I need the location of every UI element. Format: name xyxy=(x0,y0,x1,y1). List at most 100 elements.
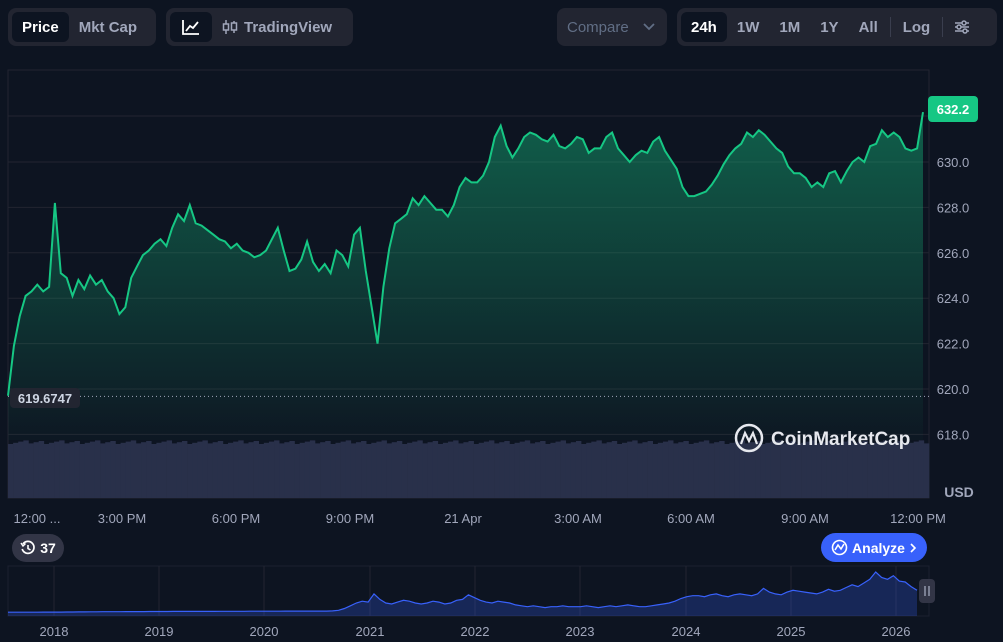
currency-label: USD xyxy=(944,484,974,500)
volume-bar xyxy=(581,444,587,498)
volume-bar xyxy=(8,444,14,498)
range-1y[interactable]: 1Y xyxy=(820,18,839,36)
tradingview-button[interactable]: TradingView xyxy=(212,12,342,42)
divider xyxy=(942,17,944,37)
volume-bar xyxy=(228,442,234,498)
volume-bar xyxy=(488,440,495,498)
volume-bar xyxy=(724,444,730,498)
volume-bar xyxy=(662,441,669,498)
volume-bar xyxy=(616,444,623,498)
volume-bar xyxy=(913,441,920,498)
volume-bar xyxy=(509,444,515,498)
y-tick-label: 624.0 xyxy=(937,291,970,306)
y-tick-label: 630.0 xyxy=(937,155,970,170)
line-chart-button[interactable] xyxy=(170,12,212,42)
volume-bar xyxy=(23,440,29,498)
volume-bar xyxy=(130,440,137,498)
volume-bar xyxy=(294,444,300,498)
volume-bar xyxy=(284,442,290,498)
range-selector: 24h 1W 1M 1Y All Log xyxy=(677,8,997,46)
volume-bar xyxy=(831,444,838,498)
volume-bar xyxy=(703,440,710,498)
volume-bar xyxy=(570,442,577,498)
x-tick-label: 12:00 ... xyxy=(14,511,61,526)
analyze-button[interactable]: Analyze xyxy=(821,533,927,562)
volume-bar xyxy=(785,442,792,498)
volume-bar xyxy=(366,444,372,498)
range-1w[interactable]: 1W xyxy=(736,18,760,36)
volume-bar xyxy=(427,442,433,498)
volume-bar xyxy=(898,441,904,498)
overview-chart[interactable]: 2018 2019 2020 2021 2022 2023 2024 2025 2026 xyxy=(7,565,935,639)
volume-bar xyxy=(504,441,510,498)
coinmarketcap-logo-icon xyxy=(734,423,764,453)
overview-year-label: 2021 xyxy=(356,624,385,639)
volume-bar xyxy=(263,442,270,498)
volume-bar xyxy=(233,441,239,498)
volume-bar xyxy=(197,441,203,498)
range-all[interactable]: All xyxy=(858,18,878,36)
volume-bar xyxy=(176,442,183,498)
volume-bar xyxy=(13,442,19,498)
volume-bar xyxy=(857,442,863,498)
volume-bar xyxy=(499,442,505,498)
volume-bar xyxy=(432,441,439,498)
volume-bar xyxy=(89,441,96,498)
price-tab[interactable]: Price xyxy=(12,12,69,42)
volume-bar xyxy=(591,441,597,498)
x-tick-label: 12:00 PM xyxy=(890,511,946,526)
x-tick-label: 9:00 AM xyxy=(781,511,829,526)
volume-bar xyxy=(59,440,65,498)
volume-bar xyxy=(795,444,802,498)
x-tick-label: 3:00 AM xyxy=(554,511,602,526)
x-tick-label: 6:00 AM xyxy=(667,511,715,526)
analyze-label: Analyze xyxy=(852,539,905,556)
volume-bar xyxy=(770,441,776,498)
x-tick-label: 9:00 PM xyxy=(326,511,374,526)
log-scale-button[interactable]: Log xyxy=(902,18,931,36)
range-1m[interactable]: 1M xyxy=(779,18,801,36)
volume-bar xyxy=(867,444,874,498)
volume-bar xyxy=(668,440,674,498)
volume-bar xyxy=(289,441,295,498)
volume-bar xyxy=(606,442,613,498)
volume-bar xyxy=(903,444,909,498)
volume-bar xyxy=(908,442,914,498)
open-price-tag: 619.6747 xyxy=(10,388,80,408)
y-tick-label: 626.0 xyxy=(937,246,970,261)
settings-button[interactable] xyxy=(945,12,979,42)
candlestick-icon xyxy=(222,20,238,34)
volume-bar xyxy=(698,441,705,498)
volume-bar xyxy=(847,440,853,498)
volume-bar xyxy=(340,441,346,498)
volume-bar xyxy=(734,441,740,498)
volume-bar xyxy=(315,443,321,498)
volume-bar xyxy=(560,440,567,498)
volume-bar xyxy=(550,442,556,498)
y-tick-label: 622.0 xyxy=(937,337,970,352)
market-cap-tab[interactable]: Mkt Cap xyxy=(78,18,138,36)
volume-bar xyxy=(744,443,751,498)
volume-bar xyxy=(100,443,106,498)
overview-year-label: 2025 xyxy=(777,624,806,639)
volume-bar xyxy=(555,441,561,498)
volume-bar xyxy=(268,441,275,498)
volume-bar xyxy=(448,441,454,498)
volume-bar xyxy=(611,441,618,498)
history-badge[interactable]: 37 xyxy=(12,534,64,562)
volume-bar xyxy=(657,442,664,498)
volume-bar xyxy=(94,440,101,498)
y-tick-label: 628.0 xyxy=(937,200,970,215)
volume-bar xyxy=(222,444,229,498)
volume-bar xyxy=(253,441,260,498)
range-24h[interactable]: 24h xyxy=(681,12,727,42)
history-count: 37 xyxy=(40,540,56,556)
overview-drag-handle[interactable] xyxy=(919,579,935,603)
volume-bar xyxy=(918,440,925,498)
volume-bar xyxy=(325,441,331,498)
x-tick-label: 3:00 PM xyxy=(98,511,146,526)
compare-dropdown[interactable]: Compare xyxy=(557,8,667,46)
volume-bar xyxy=(156,442,162,498)
volume-bar xyxy=(361,441,367,498)
